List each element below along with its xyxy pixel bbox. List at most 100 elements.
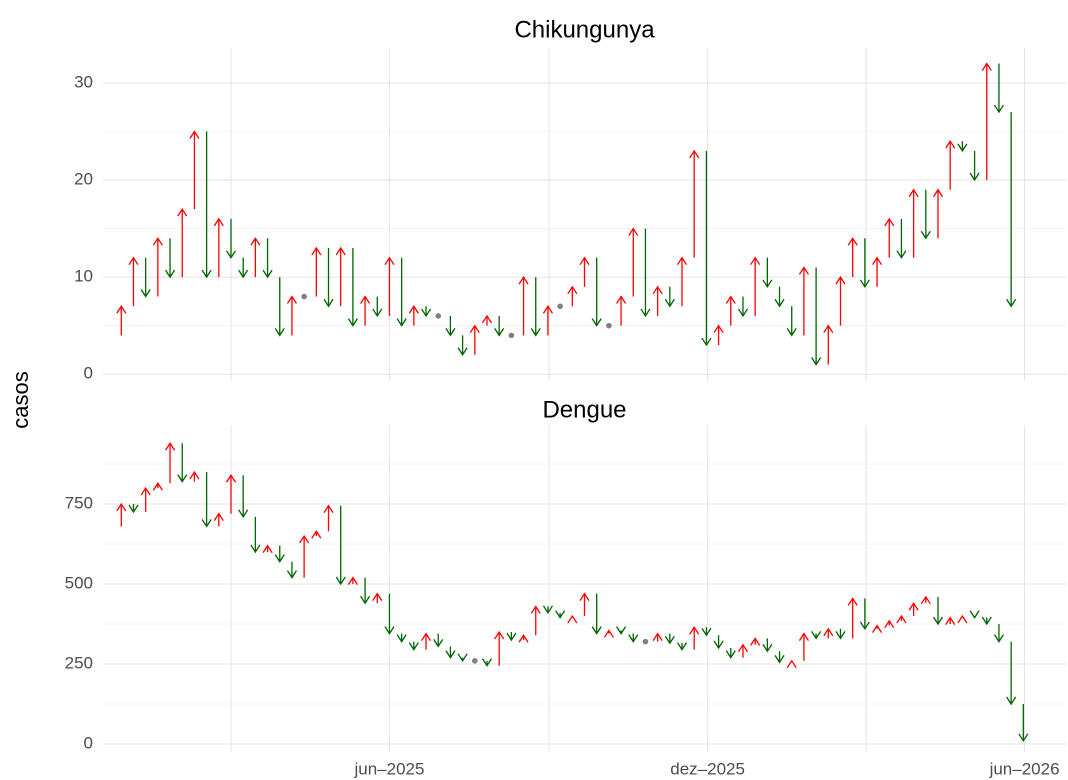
change-arrow xyxy=(347,576,358,585)
arrow-head xyxy=(872,624,883,633)
arrow-head xyxy=(689,149,700,159)
arrow-head xyxy=(225,474,237,483)
arrow-head xyxy=(384,256,395,266)
arrow-head xyxy=(1006,696,1017,706)
change-arrow xyxy=(177,443,188,483)
change-arrow xyxy=(140,257,151,298)
arrow-head xyxy=(360,595,371,605)
arrow-head xyxy=(701,627,712,637)
arrow-head xyxy=(725,650,736,659)
change-arrow xyxy=(250,516,261,554)
arrow-head xyxy=(128,504,139,514)
change-arrow xyxy=(494,630,505,666)
change-arrow xyxy=(481,658,493,667)
arrow-head xyxy=(920,230,931,240)
change-arrow xyxy=(542,605,553,615)
no-change-dot xyxy=(642,638,649,645)
change-arrow xyxy=(713,635,724,650)
arrow-head xyxy=(823,627,834,637)
arrow-head xyxy=(701,337,712,347)
change-arrow xyxy=(1006,641,1017,706)
arrow-head xyxy=(908,188,919,198)
arrow-head xyxy=(786,659,797,669)
change-arrow xyxy=(896,218,907,259)
change-arrow xyxy=(591,257,602,327)
change-arrow xyxy=(737,296,749,318)
change-arrow xyxy=(676,642,688,651)
arrow-head xyxy=(579,592,590,601)
change-arrow xyxy=(530,605,541,636)
arrow-head xyxy=(286,570,297,579)
change-arrow xyxy=(908,602,919,617)
arrow-head xyxy=(140,486,151,496)
change-arrow xyxy=(957,614,968,624)
arrow-head xyxy=(396,318,407,327)
arrow-head xyxy=(786,328,797,337)
change-arrow xyxy=(225,218,237,259)
change-arrow xyxy=(164,238,176,279)
arrow-head xyxy=(152,237,163,246)
arrow-head xyxy=(116,502,127,512)
arrow-head xyxy=(530,605,541,614)
change-arrow xyxy=(993,624,1005,643)
change-arrow xyxy=(213,512,224,527)
change-arrow xyxy=(981,62,992,181)
arrow-head xyxy=(164,442,176,451)
arrow-head xyxy=(872,256,883,266)
change-arrow xyxy=(433,633,444,648)
arrow-head xyxy=(323,298,334,308)
change-arrow xyxy=(640,228,651,318)
arrow-head xyxy=(969,610,980,619)
change-arrow xyxy=(701,627,712,637)
arrow-head xyxy=(347,576,358,585)
change-arrow xyxy=(750,637,761,646)
arrow-head xyxy=(835,631,846,640)
arrow-head xyxy=(274,328,285,337)
arrow-head xyxy=(859,279,870,289)
arrow-head xyxy=(981,62,992,71)
change-arrow xyxy=(835,628,846,640)
change-arrow xyxy=(689,626,700,650)
change-arrow xyxy=(250,237,261,278)
arrow-head xyxy=(616,295,627,304)
change-arrow xyxy=(920,595,931,605)
y-tick-label: 500 xyxy=(65,574,93,593)
change-arrow xyxy=(372,296,383,318)
change-arrow xyxy=(603,629,614,638)
arrow-head xyxy=(652,632,663,641)
arrow-head xyxy=(299,534,310,544)
arrow-head xyxy=(945,139,956,149)
change-arrow xyxy=(152,482,163,491)
change-arrow xyxy=(238,257,249,279)
arrow-head xyxy=(591,626,602,635)
y-tick-label: 20 xyxy=(74,170,93,189)
change-arrow xyxy=(262,238,273,279)
change-arrow xyxy=(872,624,883,633)
change-arrow xyxy=(384,256,395,316)
arrow-head xyxy=(689,626,700,635)
change-arrow xyxy=(847,237,858,278)
change-arrow xyxy=(225,474,237,514)
arrow-head xyxy=(311,530,322,539)
change-arrow xyxy=(652,285,663,316)
arrow-head xyxy=(445,650,456,659)
arrow-head xyxy=(616,626,627,635)
change-arrow xyxy=(274,277,285,337)
change-arrow xyxy=(311,246,322,297)
arrow-head xyxy=(457,347,468,356)
arrow-head xyxy=(762,279,773,289)
arrow-head xyxy=(177,474,188,483)
arrow-head xyxy=(481,658,493,667)
change-arrow xyxy=(311,530,322,539)
change-arrow xyxy=(396,633,407,643)
arrow-head xyxy=(140,289,151,298)
arrow-head xyxy=(201,519,212,528)
change-arrow xyxy=(530,277,541,337)
arrow-head xyxy=(798,266,809,275)
change-arrow xyxy=(725,648,736,659)
change-arrow xyxy=(286,561,297,579)
arrow-head xyxy=(372,592,383,601)
change-arrow xyxy=(969,610,980,619)
no-change-dot xyxy=(435,313,442,319)
change-arrow xyxy=(152,237,163,297)
